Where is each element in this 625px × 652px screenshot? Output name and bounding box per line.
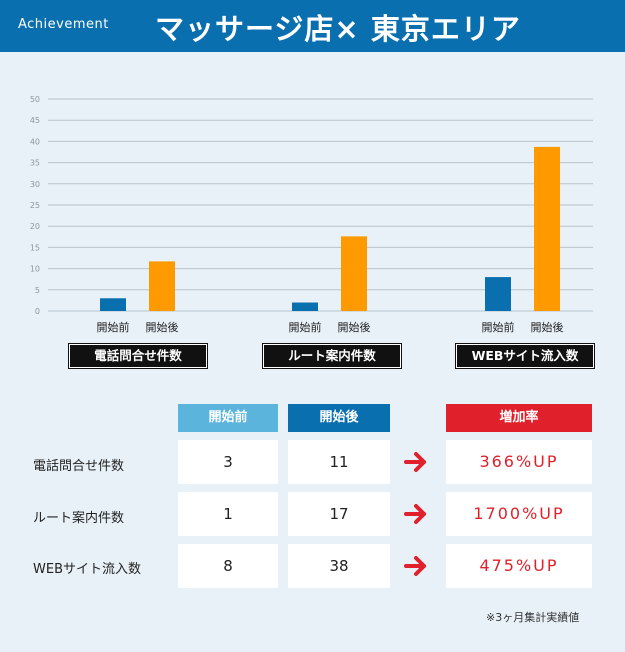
bar [100, 298, 126, 311]
bar [485, 277, 511, 311]
bar-label: 開始後 [531, 320, 564, 334]
bar [149, 261, 175, 311]
bar [534, 146, 560, 311]
y-tick-label: 40 [30, 137, 40, 146]
y-tick-label: 5 [35, 286, 40, 295]
cell-before-route: 1 [178, 492, 278, 536]
category-label-phone: 電話問合せ件数 [68, 343, 208, 369]
cell-after-phone: 11 [288, 440, 390, 484]
row-label-phone: 電話問合せ件数 [33, 459, 125, 474]
y-tick-label: 25 [30, 201, 40, 210]
page-title: マッサージ店× 東京エリア [155, 12, 521, 46]
arrow-right-icon [404, 452, 426, 472]
bar-label: 開始前 [289, 320, 322, 334]
bar-label: 開始前 [482, 320, 515, 334]
category-label-web: WEBサイト流入数 [455, 343, 595, 369]
table-header-after: 開始後 [288, 404, 390, 432]
bar-chart: 0 5 10 15 20 25 30 35 40 45 50 開始前 開始後 開始前 開始後 開始前 開始後 [30, 95, 593, 334]
rate-phone: 366%UP [446, 440, 592, 484]
bar-label: 開始後 [146, 320, 179, 334]
cell-before-phone: 3 [178, 440, 278, 484]
footnote: ※3ヶ月集計実績値 [486, 611, 580, 624]
cell-after-route: 17 [288, 492, 390, 536]
y-tick-label: 35 [30, 159, 40, 168]
cell-after-web: 38 [288, 544, 390, 588]
cell-before-web: 8 [178, 544, 278, 588]
bar-label: 開始後 [338, 320, 371, 334]
y-tick-label: 30 [30, 180, 40, 189]
table-header-before: 開始前 [178, 404, 278, 432]
rate-web: 475%UP [446, 544, 592, 588]
section-tag: Achievement [18, 17, 109, 32]
row-label-web: WEBサイト流入数 [33, 562, 141, 577]
y-tick-label: 45 [30, 116, 40, 125]
bar-label: 開始前 [97, 320, 130, 334]
y-tick-label: 0 [35, 307, 40, 316]
y-tick-label: 20 [30, 222, 40, 231]
bar [341, 236, 367, 311]
header-banner: Achievement マッサージ店× 東京エリア [0, 0, 625, 52]
rate-route: 1700%UP [446, 492, 592, 536]
table-header-rate: 増加率 [446, 404, 592, 432]
row-label-route: ルート案内件数 [33, 511, 125, 526]
y-tick-label: 15 [30, 243, 40, 252]
bar [292, 302, 318, 311]
arrow-right-icon [404, 556, 426, 576]
category-label-route: ルート案内件数 [262, 343, 402, 369]
y-tick-label: 10 [30, 265, 40, 274]
arrow-right-icon [404, 504, 426, 524]
y-tick-label: 50 [30, 95, 40, 104]
